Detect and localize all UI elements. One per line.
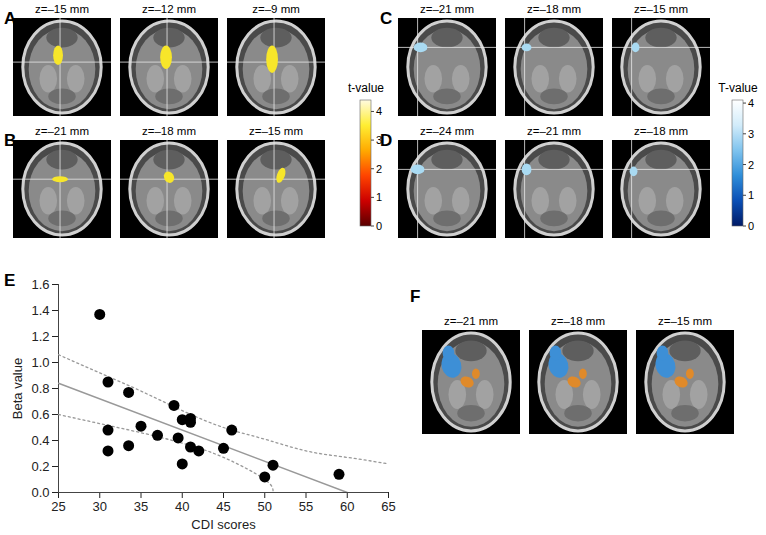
svg-text:1.0: 1.0 <box>31 355 49 370</box>
svg-text:z=–21 mm: z=–21 mm <box>420 3 474 15</box>
svg-text:Beta value: Beta value <box>10 358 25 419</box>
svg-text:z=–21 mm: z=–21 mm <box>527 125 581 137</box>
svg-text:z=–18 mm: z=–18 mm <box>634 125 688 137</box>
svg-text:0.8: 0.8 <box>31 381 49 396</box>
svg-text:z=–21 mm: z=–21 mm <box>35 125 89 137</box>
svg-text:T-value: T-value <box>718 81 758 95</box>
svg-text:t-value: t-value <box>348 81 384 95</box>
svg-text:A: A <box>4 9 17 28</box>
svg-text:40: 40 <box>175 499 189 514</box>
svg-text:1.2: 1.2 <box>31 329 49 344</box>
svg-text:1.4: 1.4 <box>31 303 49 318</box>
svg-text:z=–15 mm: z=–15 mm <box>249 125 303 137</box>
svg-text:45: 45 <box>216 499 230 514</box>
svg-text:CDI scores: CDI scores <box>191 517 256 532</box>
svg-text:z=–21 mm: z=–21 mm <box>444 315 498 327</box>
svg-text:z=–18 mm: z=–18 mm <box>142 125 196 137</box>
svg-text:D: D <box>380 131 393 150</box>
svg-text:z=–18 mm: z=–18 mm <box>551 315 605 327</box>
svg-text:z=–24 mm: z=–24 mm <box>420 125 474 137</box>
svg-text:z=–18 mm: z=–18 mm <box>527 3 581 15</box>
svg-text:55: 55 <box>299 499 313 514</box>
svg-text:z=–15 mm: z=–15 mm <box>35 3 89 15</box>
svg-text:4: 4 <box>376 105 382 117</box>
svg-text:z=–15 mm: z=–15 mm <box>658 315 712 327</box>
svg-text:1.6: 1.6 <box>31 277 49 292</box>
svg-text:25: 25 <box>51 499 65 514</box>
svg-text:4: 4 <box>748 97 754 109</box>
svg-text:1: 1 <box>376 191 382 203</box>
svg-text:0: 0 <box>376 220 382 232</box>
svg-text:0: 0 <box>748 220 754 232</box>
svg-text:0.6: 0.6 <box>31 407 49 422</box>
svg-text:z=–12 mm: z=–12 mm <box>142 3 196 15</box>
svg-text:C: C <box>380 9 392 28</box>
svg-text:30: 30 <box>93 499 107 514</box>
svg-text:0.2: 0.2 <box>31 459 49 474</box>
svg-text:B: B <box>4 131 17 150</box>
svg-text:3: 3 <box>376 134 382 146</box>
svg-text:35: 35 <box>134 499 148 514</box>
svg-text:2: 2 <box>748 159 754 171</box>
svg-text:50: 50 <box>258 499 272 514</box>
svg-text:E: E <box>4 271 15 290</box>
svg-text:F: F <box>410 287 420 306</box>
svg-text:z=–15 mm: z=–15 mm <box>634 3 688 15</box>
svg-text:2: 2 <box>376 163 382 175</box>
svg-text:3: 3 <box>748 128 754 140</box>
svg-text:z=–9 mm: z=–9 mm <box>252 3 300 15</box>
svg-text:0.4: 0.4 <box>31 433 49 448</box>
svg-text:60: 60 <box>340 499 354 514</box>
svg-text:0.0: 0.0 <box>31 485 49 500</box>
svg-text:65: 65 <box>381 499 395 514</box>
svg-text:1: 1 <box>748 189 754 201</box>
